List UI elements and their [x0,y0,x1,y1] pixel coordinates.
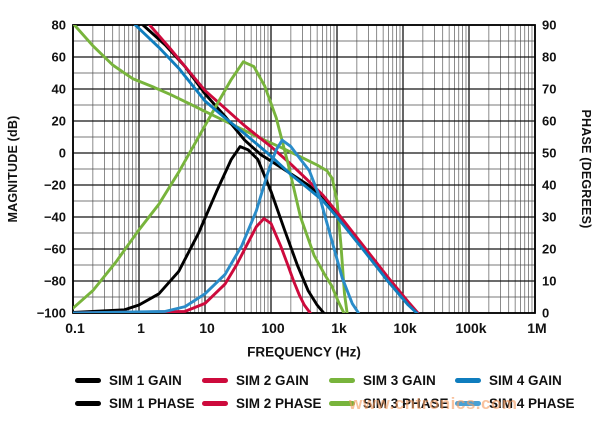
curve-sim-1-phase [73,145,326,313]
curve-sim-4-gain [133,25,419,313]
mag-tick-label: −100 [37,306,66,321]
curve-sim-4-phase [73,138,360,313]
freq-tick-label: 1k [331,320,347,336]
freq-tick-label: 100k [455,320,486,336]
phase-tick-label: 50 [542,146,556,161]
phase-tick-label: 30 [542,210,556,225]
freq-tick-label: 100 [261,320,285,336]
mag-tick-label: 0 [59,146,66,161]
freq-tick-label: 1 [137,320,145,336]
freq-tick-label: 1M [527,320,546,336]
frequency-axis-title: FREQUENCY (Hz) [247,344,361,360]
phase-tick-label: 90 [542,18,556,33]
watermark-text: www.cntronics.com [349,394,518,413]
mag-tick-label: 20 [52,114,66,129]
tick-labels: 80 60 40 20 0 −20 −40 −60 −80 −100 90 80 70 60 50 40 30 2… [37,18,557,337]
mag-tick-label: −40 [44,210,66,225]
magnitude-axis-title: MAGNITUDE (dB) [6,115,20,223]
mag-tick-label: −20 [44,178,66,193]
phase-tick-label: 70 [542,82,556,97]
grid [72,24,536,314]
phase-tick-label: 20 [542,242,556,257]
phase-tick-label: 60 [542,114,556,129]
mag-tick-label: −60 [44,242,66,257]
phase-tick-label: 40 [542,178,556,193]
phase-tick-label: 80 [542,50,556,65]
mag-tick-label: 40 [52,82,66,97]
mag-tick-label: 80 [52,18,66,33]
phase-axis-title: PHASE (DEGREES) [579,109,593,229]
freq-tick-label: 0.1 [65,320,85,336]
curve-sim-3-phase [73,60,346,313]
phase-tick-label: 10 [542,274,556,289]
curve-sim-2-phase [73,217,312,313]
mag-tick-label: −80 [44,274,66,289]
freq-tick-label: 10k [393,320,417,336]
curves [73,25,420,313]
curve-sim-2-gain [148,25,420,313]
mag-tick-label: 60 [52,50,66,65]
phase-tick-label: 0 [542,306,549,321]
freq-tick-label: 10 [199,320,215,336]
